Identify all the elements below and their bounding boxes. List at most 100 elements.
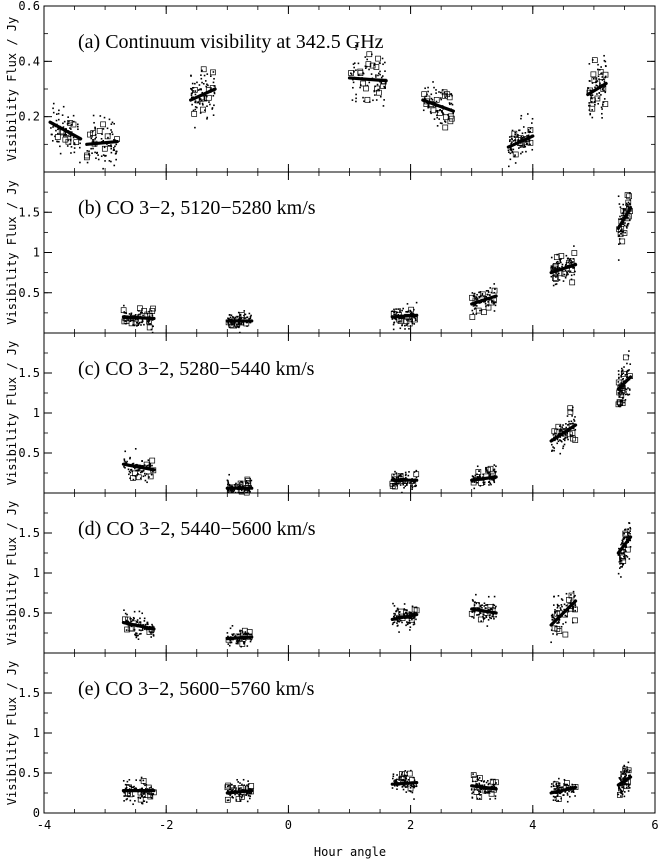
data-point	[146, 621, 149, 624]
fit-line	[225, 635, 254, 641]
data-point	[622, 778, 625, 781]
data-point	[512, 148, 515, 151]
data-point	[123, 609, 125, 611]
data-point	[627, 205, 629, 208]
data-point	[627, 535, 630, 537]
data-point	[250, 479, 253, 482]
data-point	[471, 292, 474, 294]
data-point	[625, 225, 628, 228]
data-point	[406, 303, 409, 305]
data-point	[135, 632, 137, 634]
data-point	[409, 790, 412, 793]
data-point	[413, 317, 416, 319]
data-point	[136, 619, 139, 621]
data-point	[568, 790, 570, 793]
data-point	[563, 603, 566, 606]
data-point	[227, 643, 230, 645]
data-point	[391, 482, 394, 485]
data-point	[206, 117, 208, 120]
data-point	[249, 321, 252, 324]
data-point-square	[135, 474, 142, 481]
data-point	[604, 75, 607, 78]
data-point	[602, 87, 604, 90]
data-point	[622, 393, 624, 396]
data-point	[484, 792, 486, 794]
data-point	[488, 484, 490, 486]
data-point	[152, 788, 154, 790]
data-point-square	[62, 136, 69, 143]
data-cluster	[470, 772, 499, 800]
data-point	[100, 137, 103, 140]
data-point	[564, 434, 567, 436]
data-point	[514, 133, 516, 136]
data-point	[480, 788, 483, 791]
data-point	[112, 147, 115, 149]
data-point	[435, 89, 437, 91]
data-point	[140, 787, 143, 790]
data-point	[628, 202, 631, 205]
data-point	[111, 121, 114, 124]
data-point	[403, 603, 406, 605]
data-point	[99, 115, 102, 117]
data-point	[62, 122, 64, 125]
data-point-square	[622, 530, 629, 537]
data-point	[628, 558, 631, 560]
data-point-square	[602, 101, 609, 107]
data-point	[228, 484, 231, 486]
data-point	[589, 112, 592, 115]
data-point	[142, 623, 144, 626]
data-point	[370, 73, 373, 75]
data-point	[488, 792, 491, 794]
data-point	[553, 595, 555, 598]
data-point	[101, 133, 103, 136]
data-point	[135, 788, 138, 790]
data-point	[626, 556, 629, 558]
data-point	[478, 797, 481, 800]
data-point	[393, 473, 395, 476]
data-point	[94, 126, 96, 129]
data-point-square	[225, 782, 231, 789]
data-point	[104, 160, 106, 162]
data-point	[144, 474, 147, 477]
data-point	[148, 787, 151, 789]
y-tick-label: 0.6	[18, 0, 40, 13]
data-point	[127, 784, 130, 786]
data-point	[623, 765, 625, 768]
data-point	[507, 149, 510, 152]
data-point	[627, 387, 629, 389]
data-point	[558, 267, 561, 269]
data-point	[478, 470, 480, 472]
data-point	[619, 229, 622, 232]
data-point	[489, 482, 492, 485]
data-point	[405, 624, 407, 627]
data-point	[55, 129, 57, 132]
data-point	[411, 486, 414, 489]
data-point	[138, 468, 140, 471]
data-point	[352, 63, 355, 65]
data-point	[148, 793, 150, 795]
data-point	[413, 786, 415, 789]
data-point	[57, 128, 59, 131]
data-point-square	[620, 207, 627, 214]
data-point	[478, 613, 480, 616]
data-point	[600, 106, 603, 109]
data-point-square	[442, 124, 449, 131]
data-point	[436, 116, 439, 119]
data-point-square	[248, 783, 255, 789]
data-point-square	[553, 254, 560, 261]
data-point	[629, 389, 631, 391]
data-point-square	[357, 68, 364, 75]
y-tick-label: 1.5	[18, 526, 40, 540]
data-point	[489, 616, 491, 619]
data-point	[240, 489, 243, 492]
data-point	[125, 798, 128, 801]
data-point	[410, 769, 412, 772]
data-point	[108, 160, 111, 162]
data-point	[476, 614, 478, 616]
data-point	[401, 773, 403, 776]
panel-frame	[43, 492, 656, 654]
data-point-square	[104, 133, 111, 140]
data-point-square	[512, 151, 519, 158]
data-point	[473, 789, 476, 791]
data-point	[226, 483, 229, 486]
